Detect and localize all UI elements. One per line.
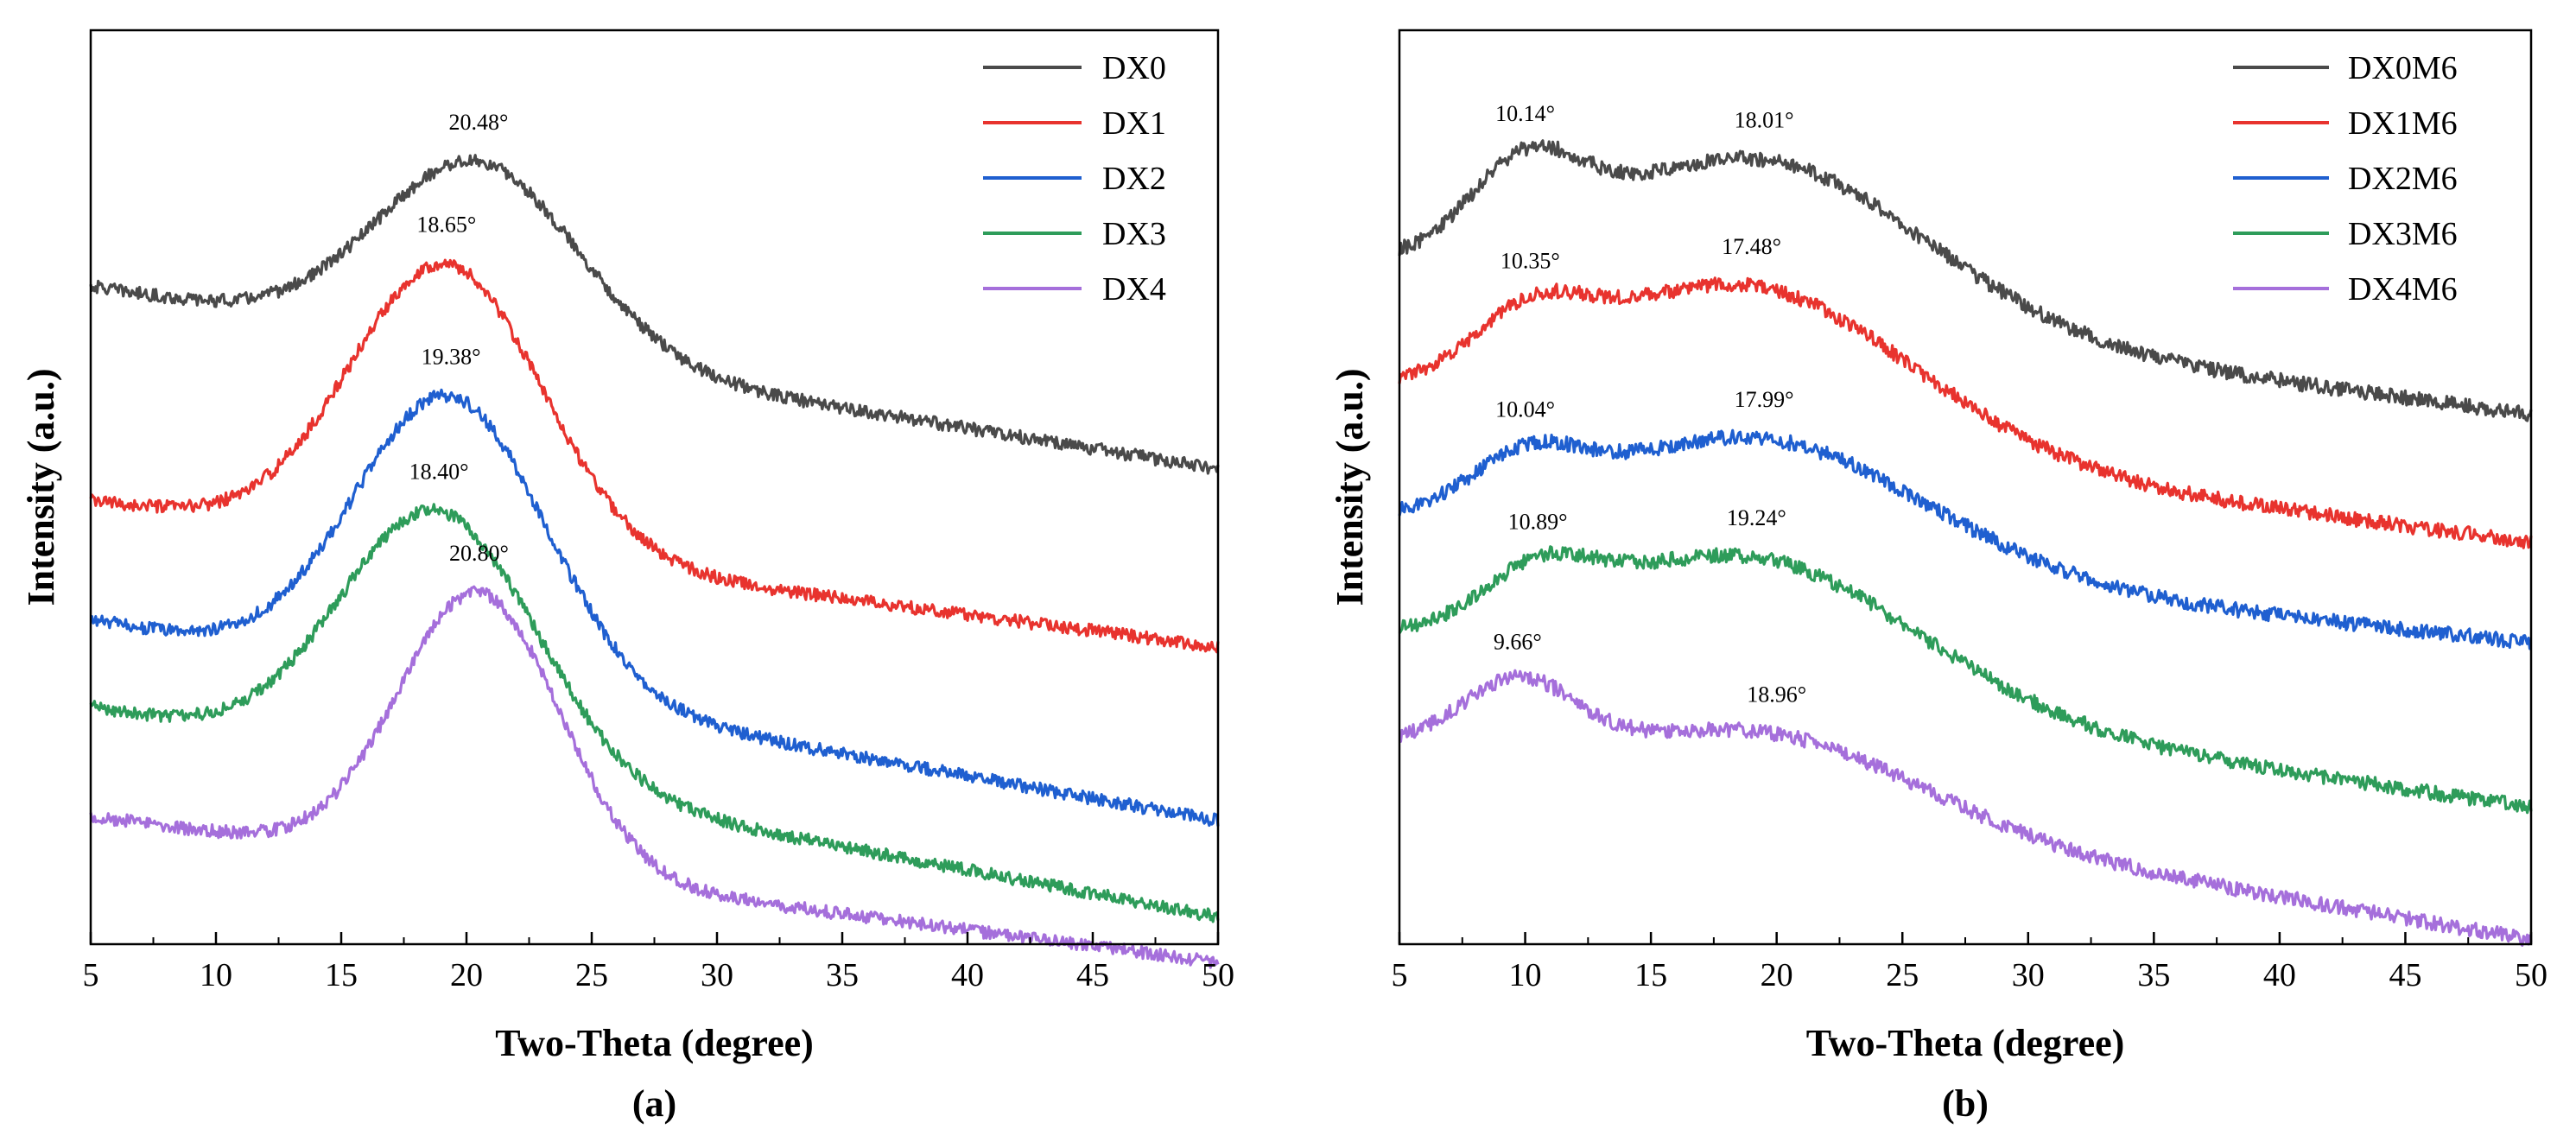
- x-tick-label: 40: [951, 957, 984, 993]
- peak2-label-dx1m6: 10.35°: [1501, 249, 1560, 274]
- legend-label-dx1m6: DX1M6: [2348, 105, 2458, 142]
- series-line-dx4: [89, 585, 1220, 969]
- peak-label-dx2m6: 17.99°: [1735, 387, 1794, 412]
- x-tick-label: 30: [701, 957, 733, 993]
- x-tick-label: 40: [2263, 957, 2296, 993]
- series-line-dx4m6: [1398, 669, 2533, 947]
- series-line-dx3m6: [1398, 545, 2533, 815]
- x-tick-label: 25: [1886, 957, 1919, 993]
- peak2-label-dx3m6: 10.89°: [1508, 509, 1568, 534]
- series-line-dx1: [89, 258, 1220, 654]
- series-line-dx1m6: [1398, 276, 2533, 549]
- peak2-label-dx0m6: 10.14°: [1495, 101, 1555, 126]
- x-tick-label: 10: [200, 957, 232, 993]
- x-tick-label: 30: [2012, 957, 2045, 993]
- x-tick-label: 25: [575, 957, 608, 993]
- peak-label-dx3m6: 19.24°: [1727, 505, 1786, 530]
- peak2-label-dx2m6: 10.04°: [1495, 397, 1555, 422]
- legend-label-dx1: DX1: [1102, 105, 1166, 142]
- x-tick-label: 45: [2389, 957, 2421, 993]
- peak-label-dx2: 19.38°: [422, 344, 481, 369]
- legend-label-dx2: DX2: [1102, 161, 1166, 197]
- peak-label-dx1: 18.65°: [416, 212, 476, 237]
- x-tick-label: 35: [826, 957, 859, 993]
- peak-label-dx4: 20.80°: [449, 541, 509, 566]
- x-tick-label: 50: [2515, 957, 2547, 993]
- x-tick-label: 15: [325, 957, 358, 993]
- x-axis-title: Two-Theta (degree): [1806, 1022, 2125, 1064]
- peak-label-dx0: 20.48°: [448, 110, 508, 135]
- peak-label-dx0m6: 18.01°: [1735, 108, 1794, 133]
- legend-label-dx4m6: DX4M6: [2348, 271, 2458, 308]
- peak2-label-dx4m6: 9.66°: [1494, 630, 1542, 655]
- legend-label-dx2m6: DX2M6: [2348, 161, 2458, 197]
- x-tick-label: 10: [1509, 957, 1542, 993]
- peak-label-dx4m6: 18.96°: [1747, 682, 1806, 707]
- x-tick-label: 5: [83, 957, 99, 993]
- peak-label-dx3: 18.40°: [409, 460, 469, 485]
- x-tick-label: 20: [1761, 957, 1793, 993]
- legend-label-dx0: DX0: [1102, 50, 1166, 86]
- x-tick-label: 15: [1634, 957, 1667, 993]
- x-tick-label: 35: [2137, 957, 2170, 993]
- legend-label-dx4: DX4: [1102, 271, 1166, 308]
- peak-label-dx1m6: 17.48°: [1722, 234, 1781, 259]
- x-axis-title: Two-Theta (degree): [495, 1022, 814, 1064]
- panel-label: (b): [1942, 1082, 1989, 1125]
- x-tick-label: 20: [450, 957, 483, 993]
- plot-frame: [89, 29, 1220, 946]
- y-axis-title: Intensity (a.u.): [1329, 368, 1371, 606]
- panel-label: (a): [632, 1082, 676, 1125]
- legend-label-dx3m6: DX3M6: [2348, 216, 2458, 252]
- chart-panel-a: 20.48° 18.65° 19.38° 18.40° 20.80° 5 10 15 20 25 3…: [20, 29, 1234, 1125]
- y-axis-title: Intensity (a.u.): [20, 368, 62, 606]
- series-line-dx2m6: [1398, 428, 2532, 650]
- series-line-dx2: [90, 388, 1220, 828]
- legend-label-dx3: DX3: [1102, 216, 1166, 252]
- legend-label-dx0m6: DX0M6: [2348, 50, 2458, 86]
- series-line-dx3: [89, 503, 1220, 923]
- x-tick-label: 5: [1392, 957, 1408, 993]
- x-tick-label: 50: [1202, 957, 1234, 993]
- x-tick-label: 45: [1076, 957, 1109, 993]
- series-line-dx0m6: [1398, 139, 2533, 422]
- series-line-dx0: [89, 154, 1220, 475]
- chart-panel-b: 18.01° 10.14° 17.48° 10.35° 17.99° 10.04° 19.2…: [1329, 29, 2547, 1125]
